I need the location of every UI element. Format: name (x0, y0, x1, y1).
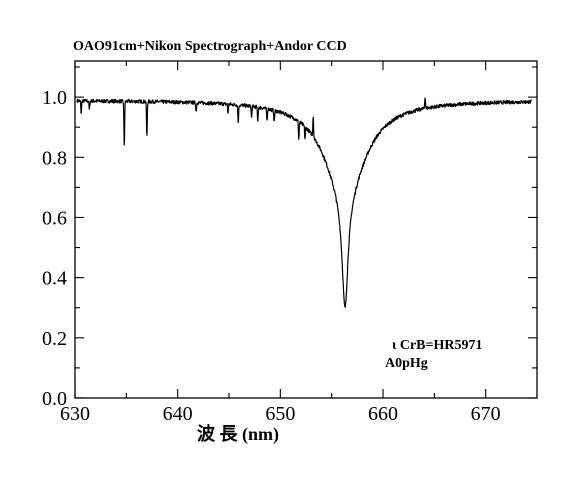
plot-frame (74, 60, 538, 399)
x-tick-label: 640 (163, 403, 193, 425)
y-tick-label: 0.4 (42, 268, 67, 290)
x-axis-label: 波 長 (nm) (197, 423, 279, 445)
x-tick-label: 670 (471, 403, 501, 425)
x-tick-label: 650 (265, 403, 295, 425)
chart-title: OAO91cm+Nikon Spectrograph+Andor CCD (73, 39, 347, 54)
spectrum-series-line (76, 97, 533, 308)
axis-ticks (74, 61, 537, 399)
tick-labels: 630 640 650 660 670 0.0 0.2 0.4 0.6 0.8 1.0 (42, 87, 501, 425)
y-tick-label: 0.2 (42, 328, 67, 350)
y-tick-label: 0.8 (42, 147, 67, 169)
star-annotation: ι CrB=HR5971 (392, 338, 482, 353)
x-tick-label: 660 (368, 403, 398, 425)
y-tick-label: 1.0 (42, 87, 67, 109)
spectral-type-annotation: A0pHg (385, 356, 428, 371)
y-tick-label: 0.0 (42, 388, 67, 410)
y-tick-label: 0.6 (42, 207, 67, 229)
x-tick-label: 630 (60, 403, 90, 425)
